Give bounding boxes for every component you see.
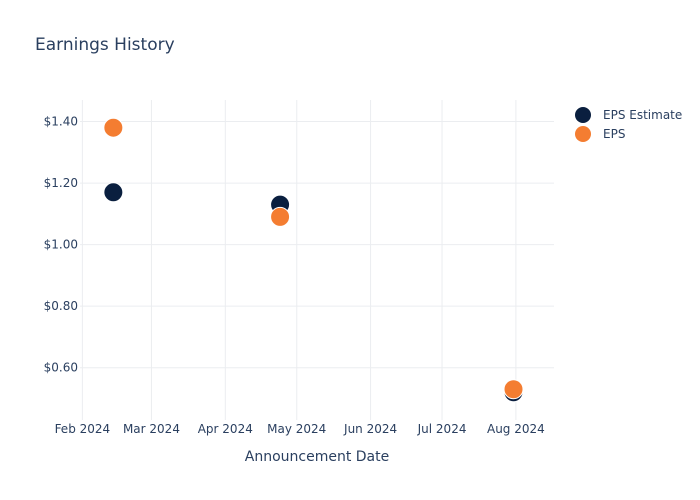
y-tick-label: $0.60 xyxy=(44,361,78,375)
x-tick-label: Feb 2024 xyxy=(55,422,111,436)
eps-point xyxy=(503,379,524,400)
y-tick-label: $1.00 xyxy=(44,238,78,252)
eps-estimate-point xyxy=(103,182,124,203)
grid xyxy=(80,100,554,420)
legend-marker xyxy=(575,126,591,142)
chart-title: Earnings History xyxy=(35,35,175,55)
x-tick-label: Mar 2024 xyxy=(123,422,180,436)
x-tick-label: May 2024 xyxy=(267,422,326,436)
x-tick-label: Aug 2024 xyxy=(487,422,545,436)
legend[interactable]: EPS Estimate EPS xyxy=(575,107,682,142)
eps-point xyxy=(103,117,124,138)
data-points xyxy=(103,117,524,403)
y-tick-label: $0.80 xyxy=(44,299,78,313)
legend-item-eps-estimate[interactable]: EPS Estimate xyxy=(575,107,682,123)
legend-marker xyxy=(575,107,591,123)
x-axis-title: Announcement Date xyxy=(245,449,389,465)
y-tick-label: $1.20 xyxy=(44,176,78,190)
x-tick-label: Jun 2024 xyxy=(343,422,397,436)
legend-label: EPS xyxy=(603,127,625,141)
legend-label: EPS Estimate xyxy=(603,108,682,122)
y-tick-label: $1.40 xyxy=(44,115,78,129)
eps-point xyxy=(270,206,291,227)
x-tick-label: Apr 2024 xyxy=(198,422,253,436)
x-axis-ticks: Feb 2024 Mar 2024 Apr 2024 May 2024 Jun 2024… xyxy=(55,422,545,436)
y-axis-ticks: $0.60 $0.80 $1.00 $1.20 $1.40 xyxy=(44,115,78,375)
x-tick-label: Jul 2024 xyxy=(417,422,467,436)
legend-item-eps[interactable]: EPS xyxy=(575,126,625,142)
